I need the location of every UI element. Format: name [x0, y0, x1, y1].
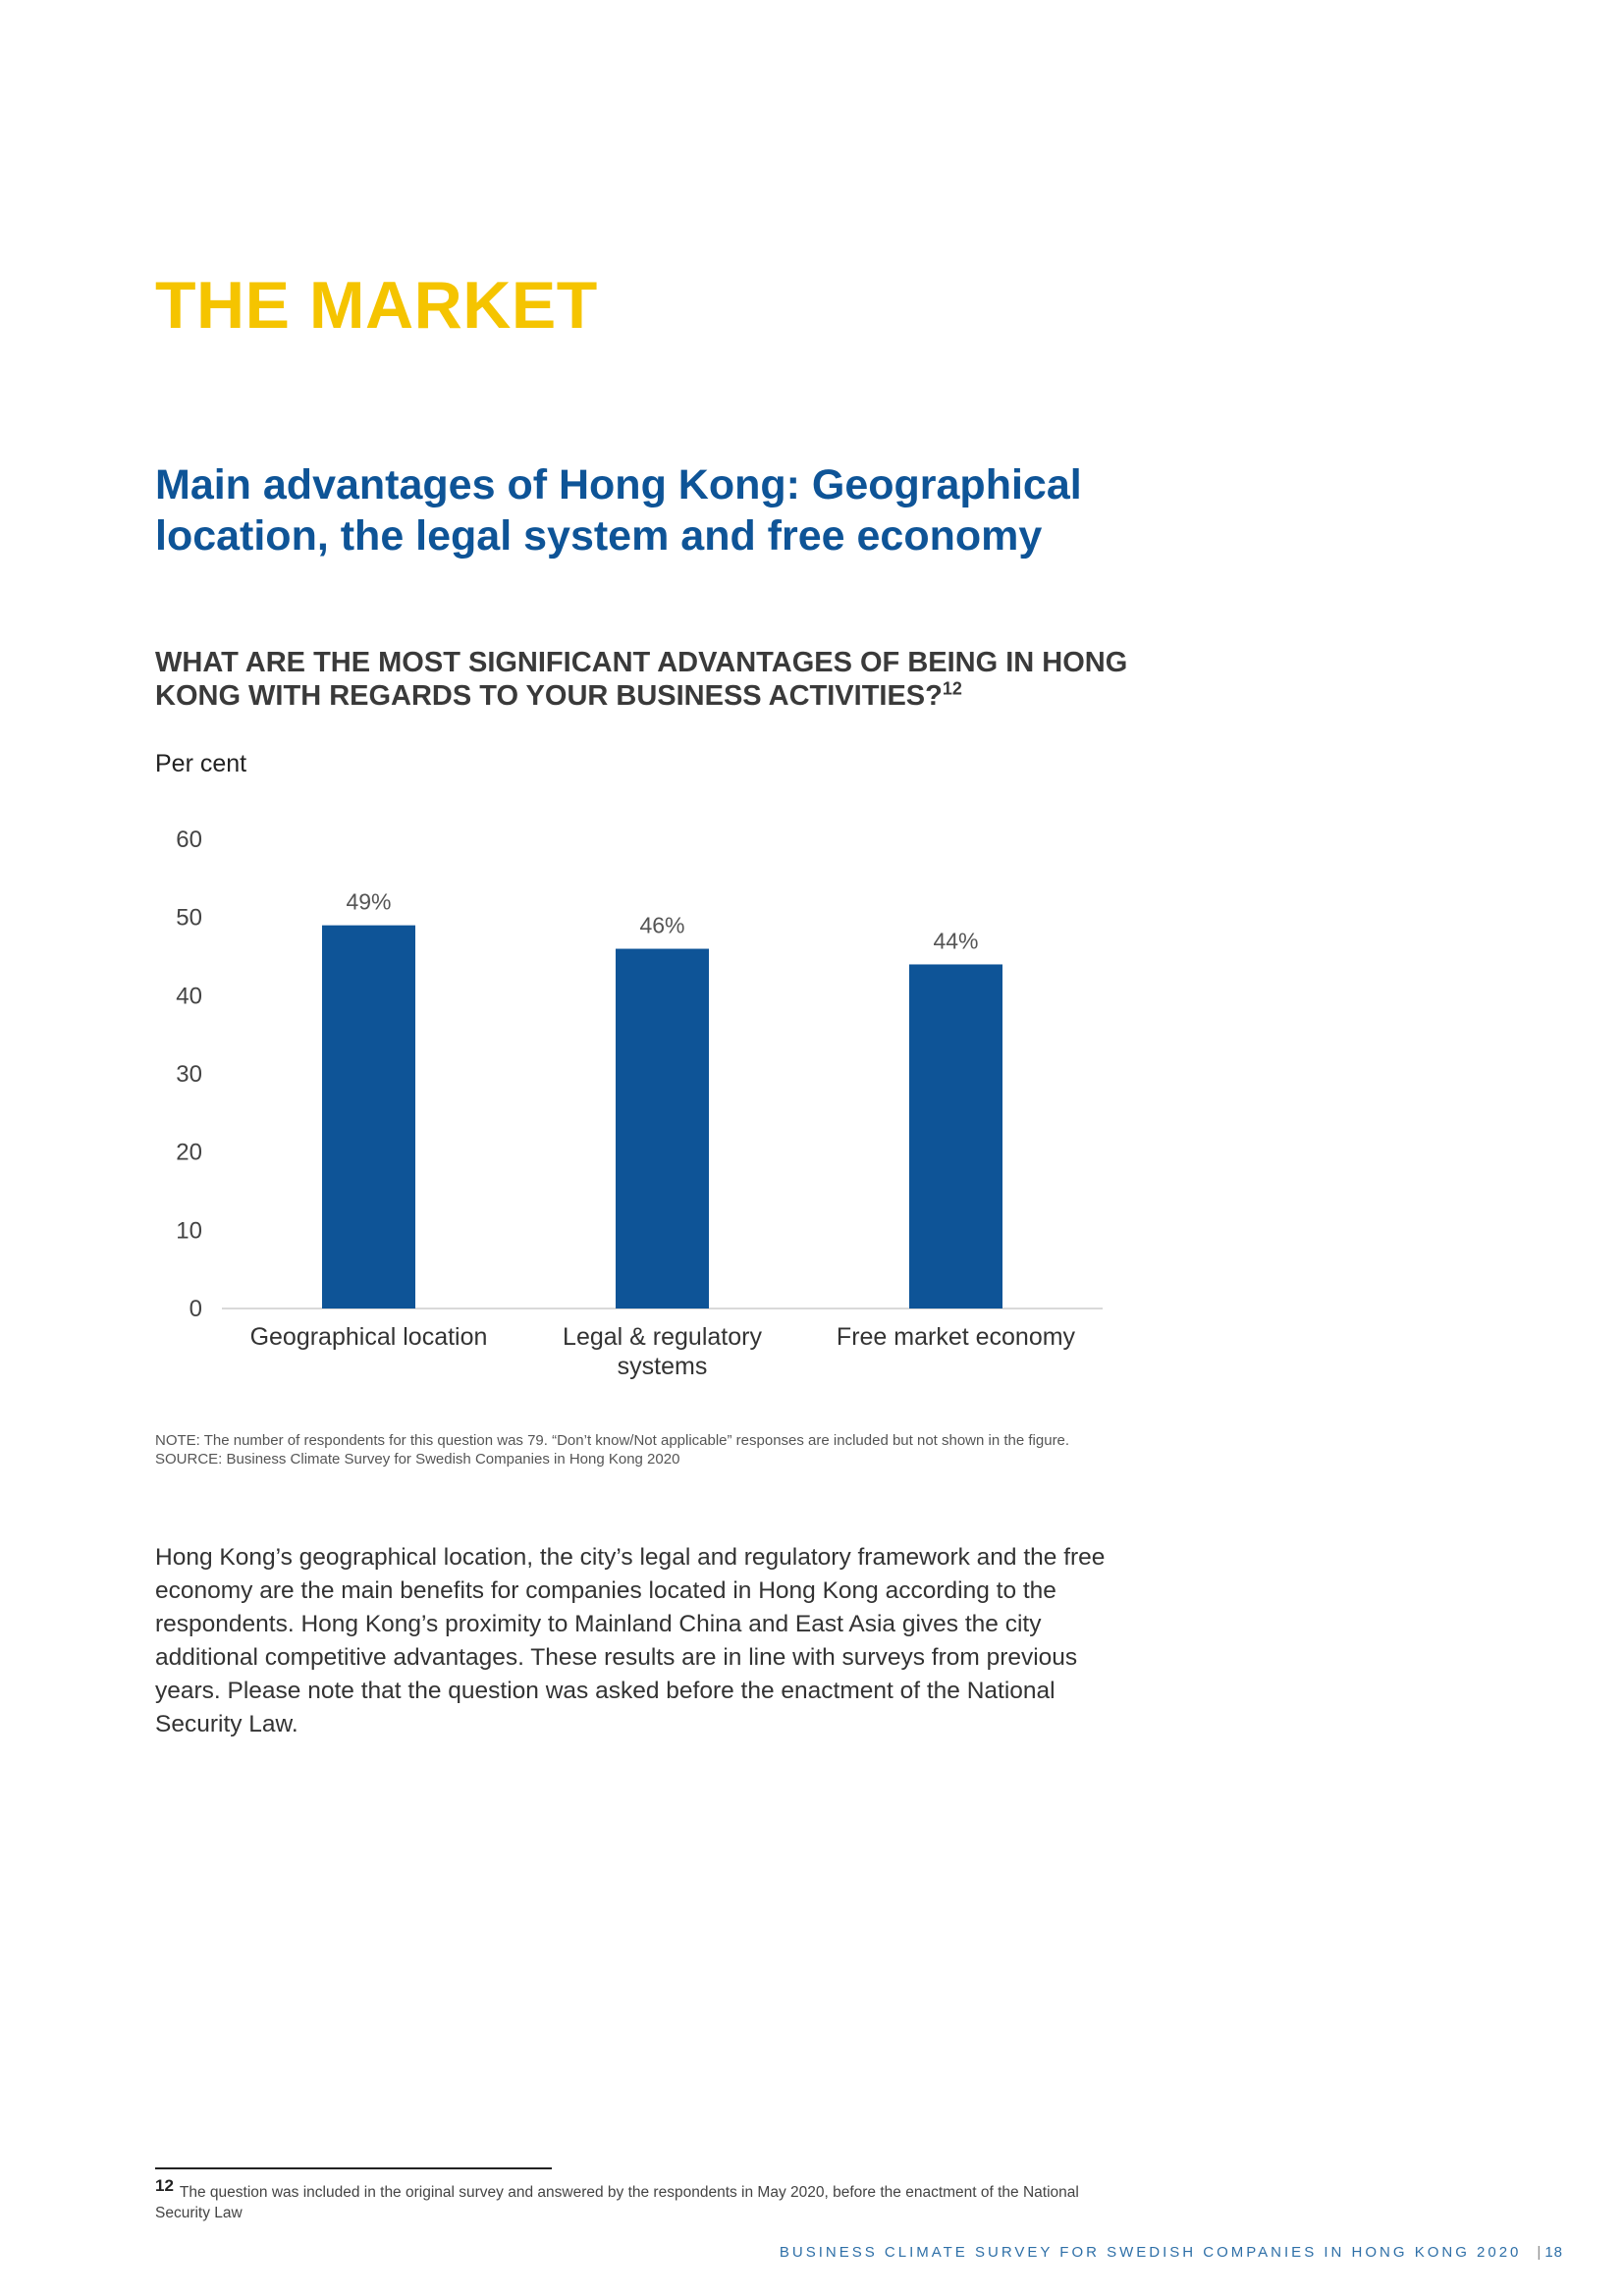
x-category-label: Free market economy [837, 1323, 1076, 1351]
footnote-text: The question was included in the origina… [155, 2184, 1079, 2221]
bar [909, 964, 1002, 1308]
data-label: 49% [346, 889, 391, 915]
page-headline: Main advantages of Hong Kong: Geographic… [155, 461, 1082, 560]
y-tick-label: 40 [176, 983, 202, 1009]
page-footer: BUSINESS CLIMATE SURVEY FOR SWEDISH COMP… [780, 2244, 1563, 2261]
chart-question-text: WHAT ARE THE MOST SIGNIFICANT ADVANTAGES… [155, 647, 1128, 712]
footnote-number: 12 [155, 2176, 174, 2195]
footnote-divider [155, 2167, 552, 2169]
x-category-label: systems [618, 1353, 708, 1380]
chart-question: WHAT ARE THE MOST SIGNIFICANT ADVANTAGES… [155, 646, 1137, 713]
footnote: 12 The question was included in the origi… [155, 2176, 1137, 2223]
data-label: 44% [933, 928, 978, 953]
question-footnote-ref: 12 [942, 678, 962, 699]
bar-chart: 0 10 20 30 40 50 60 49% Geographical location 46%… [176, 827, 1103, 1380]
chart-note: NOTE: The number of respondents for this… [155, 1432, 1070, 1449]
footer-separator: | [1537, 2244, 1542, 2261]
y-tick-label: 20 [176, 1140, 202, 1166]
chart-source: SOURCE: Business Climate Survey for Swed… [155, 1451, 680, 1468]
y-tick-label: 10 [176, 1217, 202, 1244]
body-paragraph: Hong Kong’s geographical location, the c… [155, 1544, 1106, 1737]
y-tick-label: 60 [176, 827, 202, 853]
x-category-label: Geographical location [250, 1323, 488, 1351]
data-label: 46% [639, 913, 684, 938]
chart-notes: NOTE: The number of respondents for this… [155, 1431, 1137, 1468]
bar [616, 948, 709, 1308]
y-tick-label: 50 [176, 905, 202, 932]
footer-title: BUSINESS CLIMATE SURVEY FOR SWEDISH COMP… [779, 2244, 1522, 2261]
y-tick-label: 30 [176, 1061, 202, 1088]
section-title: THE MARKET [155, 268, 598, 343]
x-category-label: Legal & regulatory [563, 1323, 762, 1351]
page-number: 18 [1544, 2244, 1563, 2261]
bar [322, 925, 415, 1308]
chart-unit-label: Per cent [155, 750, 247, 777]
y-tick-label: 0 [189, 1296, 202, 1322]
